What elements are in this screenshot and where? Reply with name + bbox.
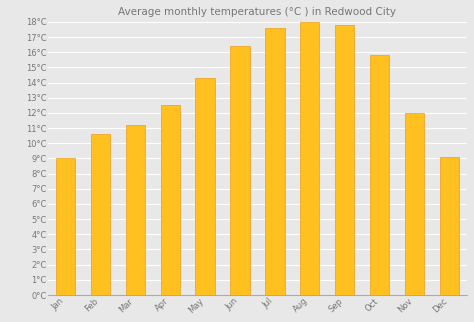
Bar: [91, 134, 110, 295]
Bar: [161, 105, 180, 295]
Bar: [440, 157, 459, 295]
Bar: [126, 125, 145, 295]
Bar: [300, 22, 319, 295]
Bar: [230, 46, 250, 295]
Bar: [265, 28, 284, 295]
Bar: [56, 158, 75, 295]
Title: Average monthly temperatures (°C ) in Redwood City: Average monthly temperatures (°C ) in Re…: [118, 7, 396, 17]
Bar: [335, 25, 355, 295]
Bar: [195, 78, 215, 295]
Bar: [405, 113, 424, 295]
Bar: [370, 55, 389, 295]
